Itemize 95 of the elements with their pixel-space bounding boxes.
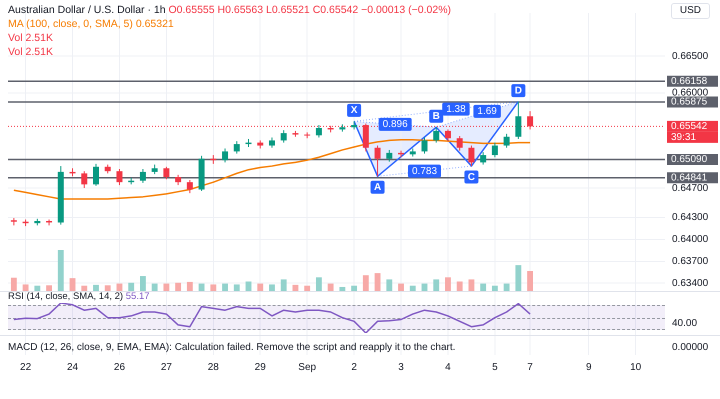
x-tick-label: 24: [66, 362, 79, 373]
bar: [186, 282, 193, 292]
candlestick: [268, 136, 275, 148]
data-label: B: [432, 110, 440, 122]
bar: [398, 284, 404, 292]
text: 0.00000: [672, 341, 708, 355]
candlestick: [163, 166, 170, 180]
y-tick-label: 0.66500: [672, 50, 709, 62]
candlestick: [421, 136, 428, 154]
y-tick-label: 0.63700: [672, 256, 709, 268]
y-tick-label: 0.66000: [672, 88, 709, 99]
x-tick-label: 3: [398, 362, 404, 373]
annotation: 1.38: [446, 104, 466, 115]
candlestick: [175, 174, 182, 186]
candlestick: [222, 148, 228, 163]
data-label: A: [374, 182, 382, 194]
ref-line-label: 0.65090: [671, 154, 708, 166]
bar: [222, 284, 228, 292]
x-tick-label: 4: [445, 362, 452, 373]
bar: [480, 284, 486, 292]
x-tick-label: 5: [492, 362, 498, 373]
chart-title: RSI (14, close, SMA, 14, 2): [8, 291, 124, 302]
bar: [163, 284, 170, 292]
data-label: D: [514, 85, 522, 96]
ref-line-label: 0.65875: [671, 96, 708, 108]
candlestick: [186, 179, 193, 194]
candlestick: [81, 170, 88, 189]
bar: [374, 273, 380, 292]
bar: [422, 284, 428, 292]
bar: [316, 277, 322, 292]
annotation: Vol 2.51K: [8, 31, 54, 45]
bar: [116, 284, 122, 292]
candlestick: [374, 145, 381, 177]
candlestick: [504, 133, 510, 148]
annotation: 0.65321: [136, 18, 174, 30]
data-label: C: [468, 172, 476, 183]
candlestick: [280, 130, 287, 144]
x-tick-label: 9: [586, 362, 592, 373]
bar: [10, 278, 17, 292]
x-tick-label: 10: [630, 362, 642, 373]
candlestick: [92, 163, 99, 186]
x-tick-label: Sep: [298, 362, 317, 373]
candlestick: [456, 136, 463, 152]
ref-line-label: 0.65542: [671, 121, 708, 132]
y-tick-label: 0.64700: [672, 182, 709, 194]
x-tick-label: 2: [351, 362, 358, 373]
x-tick-label: 28: [208, 362, 220, 373]
candlestick: [140, 168, 146, 184]
annotation: O0.65555 H0.65563 L0.65521 C0.65542 −0.00013 (−0.02%): [168, 4, 452, 16]
candlestick: [515, 101, 522, 140]
bar: [468, 279, 474, 292]
bar: [527, 271, 534, 292]
candlestick: [480, 152, 486, 166]
bar: [140, 276, 146, 292]
x-tick-label: 27: [160, 362, 172, 373]
bar: [328, 284, 334, 292]
y-tick-label: 0.64000: [672, 234, 709, 246]
annotation: 0.783: [412, 166, 438, 177]
candlestick: [444, 128, 451, 142]
annotation: MACD (12, 26, close, 9, EMA, EMA): Calculation failed. Remove the script and reapply it to the chart.: [8, 341, 456, 355]
chart-title: Australian Dollar / U.S. Dollar · 1h: [8, 4, 166, 16]
bar: [58, 250, 64, 292]
data-label: X: [350, 105, 358, 116]
bar: [362, 275, 369, 292]
y-axis-title: USD: [670, 3, 710, 19]
x-tick-label: 26: [114, 362, 126, 373]
text: MA (100, close, 0, SMA, 5): [8, 18, 134, 30]
annotation: 0.896: [382, 119, 408, 130]
y-tick-label: 0.63400: [672, 278, 709, 289]
x-tick-label: 7: [527, 362, 534, 373]
annotation: Vol 2.51K: [8, 45, 54, 59]
x-tick-label: 22: [20, 362, 32, 373]
x-tick-label: 29: [254, 362, 266, 373]
candlestick: [433, 126, 440, 144]
ref-line-label: 0.66158: [671, 76, 708, 88]
y-tick-label: 0.64300: [672, 212, 709, 224]
candlestick: [316, 124, 322, 138]
ref-line-label: 0.64841: [671, 172, 708, 184]
bar: [198, 284, 205, 292]
bar: [70, 278, 76, 292]
candlestick: [386, 149, 392, 162]
text: 40.00: [672, 316, 698, 331]
bar: [515, 265, 522, 292]
bar: [445, 277, 451, 292]
bar: [246, 282, 252, 292]
annotation: 55.17: [126, 291, 150, 302]
bar: [504, 284, 510, 292]
candlestick: [116, 168, 122, 186]
candlestick: [152, 164, 158, 175]
annotation: 1.69: [477, 106, 498, 118]
text: 39:31: [671, 132, 696, 144]
bar: [152, 284, 158, 292]
candlestick: [468, 145, 474, 167]
candlestick: [492, 142, 498, 158]
candlestick: [234, 140, 240, 154]
